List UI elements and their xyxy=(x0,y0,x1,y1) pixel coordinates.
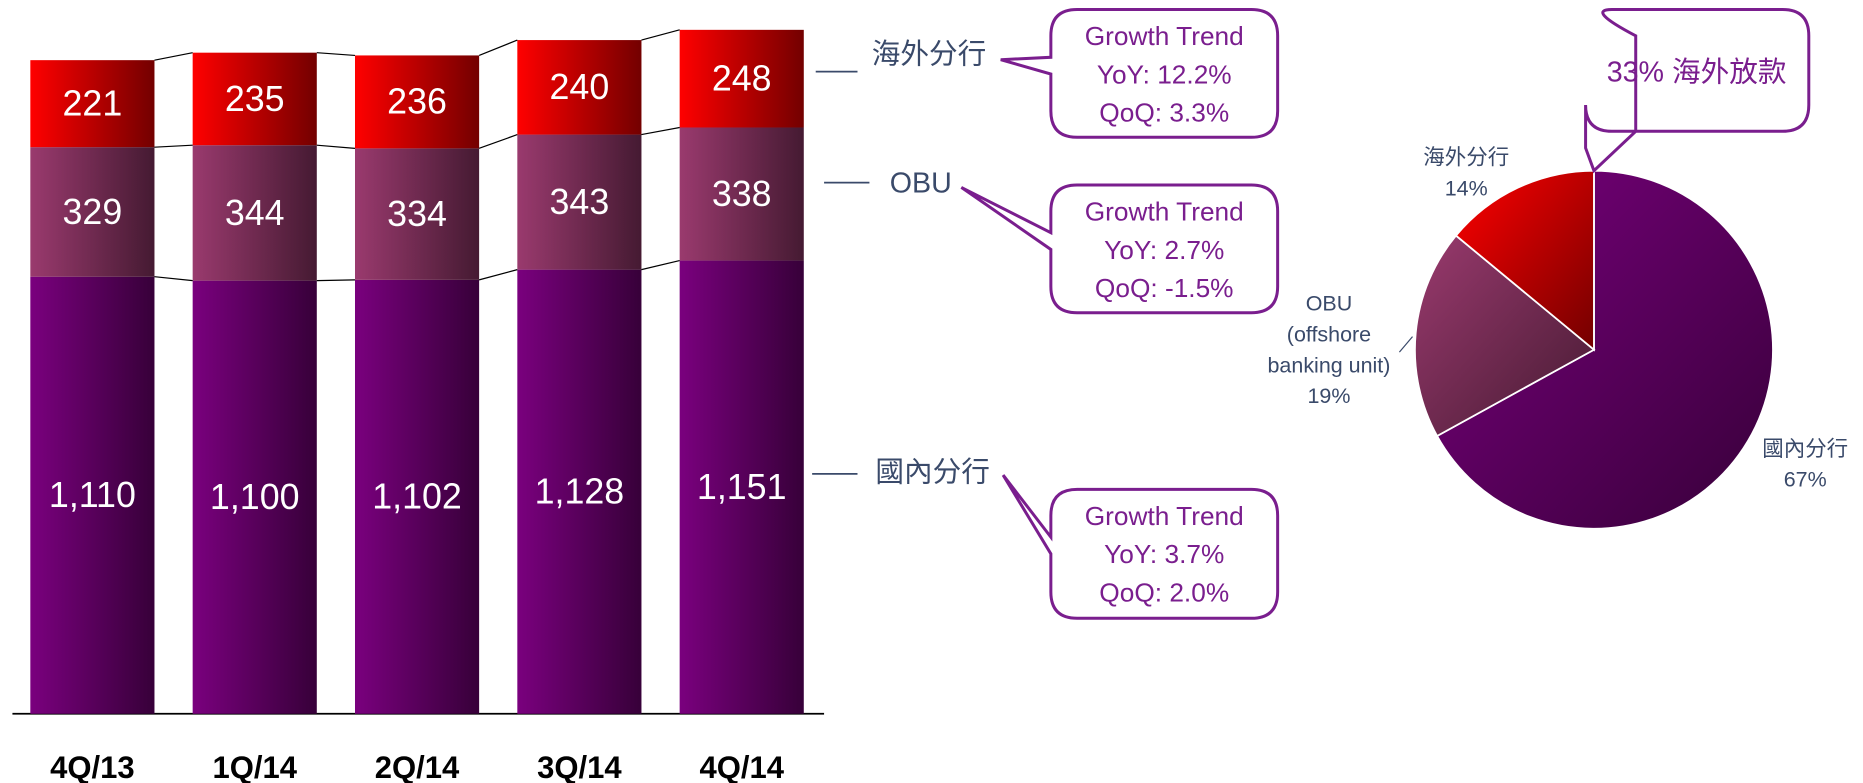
data-label: 240 xyxy=(550,67,610,107)
data-label: 343 xyxy=(550,182,610,222)
callout-text: Growth Trend xyxy=(1085,21,1244,51)
data-label: 1,110 xyxy=(49,475,136,515)
pie-value-label: 14% xyxy=(1445,176,1488,200)
pie-label: 國內分行 xyxy=(1762,437,1848,461)
connector-line xyxy=(154,144,193,148)
data-label: 221 xyxy=(63,84,123,124)
bar-segment xyxy=(30,276,155,714)
callout-text: 33% 海外放款 xyxy=(1607,57,1787,89)
connector-line xyxy=(316,52,356,57)
connector-line xyxy=(641,126,680,136)
bar-segment xyxy=(517,134,642,270)
connector-line xyxy=(478,269,518,281)
callout-text: Growth Trend xyxy=(1085,197,1244,227)
pie-value-label: 19% xyxy=(1307,384,1350,408)
connector-line xyxy=(641,259,680,271)
connector-line xyxy=(154,276,193,282)
data-label: 248 xyxy=(712,59,772,99)
bar-segment xyxy=(354,148,480,280)
series-label: 國內分行 xyxy=(875,456,990,488)
pie-leader xyxy=(1398,336,1413,353)
callout-text: YoY: 3.7% xyxy=(1104,539,1224,569)
data-label: 1,151 xyxy=(697,467,787,507)
x-tick-label: 1Q/14 xyxy=(212,750,297,783)
bar-segment xyxy=(192,52,317,146)
pie-slice xyxy=(1435,169,1774,530)
callout-box xyxy=(1001,474,1280,620)
bar-segment xyxy=(354,279,480,714)
bar-segment xyxy=(517,40,642,135)
series-label: OBU xyxy=(890,168,952,200)
data-label: 236 xyxy=(387,82,447,122)
bar-segment xyxy=(517,269,642,714)
callout-box xyxy=(960,183,1280,315)
connector-line xyxy=(478,39,518,56)
data-label: 344 xyxy=(225,193,285,233)
pie-value-label: 67% xyxy=(1784,468,1827,492)
data-label: 1,102 xyxy=(372,477,462,517)
x-tick-label: 4Q/14 xyxy=(699,750,784,783)
connector-line xyxy=(478,134,518,149)
data-label: 1,128 xyxy=(535,472,625,512)
callout-text: QoQ: 2.0% xyxy=(1099,577,1229,607)
bar-segment xyxy=(192,145,317,281)
bar-segment xyxy=(679,260,804,714)
series-label: 海外分行 xyxy=(872,39,987,71)
data-label: 338 xyxy=(712,174,772,214)
data-label: 1,100 xyxy=(210,477,300,517)
callout-box xyxy=(1000,8,1280,139)
pie-label: OBU (offshore banking unit) xyxy=(1267,291,1390,377)
bar-segment xyxy=(354,55,480,149)
data-label: 329 xyxy=(63,192,123,232)
pie-slice xyxy=(1454,169,1595,352)
data-label: 235 xyxy=(225,79,285,119)
pie-slice xyxy=(1414,234,1596,438)
x-tick-label: 4Q/13 xyxy=(50,750,135,783)
callout-text: Growth Trend xyxy=(1085,501,1244,531)
bar-segment xyxy=(679,127,804,261)
bar-segment xyxy=(192,280,317,714)
callout-text: QoQ: -1.5% xyxy=(1095,273,1234,303)
connector-line xyxy=(316,279,356,282)
connector-line xyxy=(154,52,193,61)
x-tick-label: 3Q/14 xyxy=(537,750,622,783)
x-tick-label: 2Q/14 xyxy=(375,750,460,783)
bar-segment xyxy=(30,60,155,148)
pie-label: 海外分行 xyxy=(1423,145,1509,169)
connector-line xyxy=(641,29,680,41)
callout-text: YoY: 12.2% xyxy=(1097,59,1232,89)
callout-box xyxy=(1584,8,1811,174)
bar-segment xyxy=(30,147,155,277)
data-label: 334 xyxy=(387,194,447,234)
connector-line xyxy=(316,144,356,149)
bar-segment xyxy=(679,29,804,128)
callout-text: QoQ: 3.3% xyxy=(1099,98,1229,128)
callout-text: YoY: 2.7% xyxy=(1104,235,1224,265)
